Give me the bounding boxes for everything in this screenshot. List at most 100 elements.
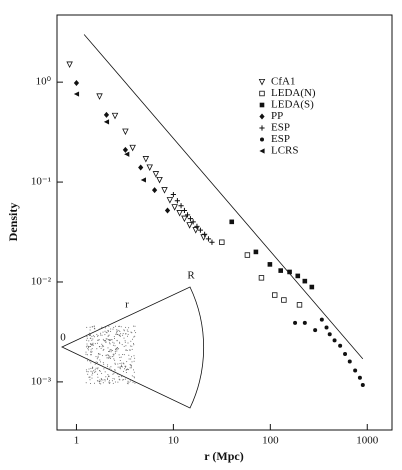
inset-wedge (61, 286, 204, 409)
inset-dot (108, 355, 110, 357)
inset-dot (110, 339, 112, 341)
marker (66, 61, 73, 69)
inset-dot (97, 376, 99, 378)
inset-dot (86, 337, 88, 339)
inset-dot (129, 380, 131, 382)
inset-dot (127, 383, 129, 385)
inset-dot (123, 370, 124, 372)
inset-dot (133, 376, 135, 378)
inset-dot (114, 338, 115, 339)
inset-dot (89, 334, 90, 336)
inset-dot (125, 326, 127, 328)
inset-dot (107, 377, 108, 379)
inset-dot (114, 363, 116, 365)
inset-dot (105, 327, 106, 329)
marker (313, 328, 318, 333)
inset-dot (129, 364, 131, 366)
inset-dot (130, 331, 132, 333)
inset-dot (132, 381, 134, 383)
inset-dot (109, 342, 110, 344)
inset-dot (89, 329, 91, 331)
y-tick-label: 10⁻² (31, 276, 52, 288)
inset-dot (110, 328, 112, 330)
marker (287, 269, 292, 275)
inset-dot (107, 354, 109, 356)
inset-dot (119, 335, 121, 337)
inset-dot (117, 363, 119, 365)
marker (124, 151, 130, 157)
inset-dot (122, 379, 124, 381)
x-tick-label: 10 (168, 435, 180, 447)
inset-dot (107, 374, 109, 376)
inset-dot (108, 368, 110, 370)
legend-label: LEDA(N) (271, 87, 316, 99)
inset-dot (90, 354, 92, 356)
inset-dot (94, 363, 96, 365)
inset-dot (132, 338, 133, 340)
inset-dot (102, 379, 104, 381)
inset-dot (113, 355, 115, 357)
inset-dot (111, 339, 113, 341)
inset-dot (86, 354, 88, 356)
inset-dot (92, 342, 94, 344)
inset-dot (134, 357, 136, 359)
inset-dot (91, 339, 93, 341)
marker (103, 119, 110, 125)
inset-dot (110, 356, 112, 358)
inset-dot (134, 382, 136, 384)
inset-dot (133, 371, 135, 373)
inset-dot (120, 356, 122, 358)
inset-dot (91, 344, 93, 346)
inset-dot (130, 365, 132, 367)
inset-dot (108, 381, 110, 383)
inset-dot (113, 372, 115, 374)
inset-dot (122, 333, 124, 335)
marker (171, 204, 178, 211)
inset-dot (130, 340, 132, 342)
inset-dot (90, 346, 91, 347)
inset-dot (119, 366, 121, 368)
inset-dot (100, 347, 102, 349)
inset-dot (127, 333, 129, 335)
inset-dot (90, 349, 92, 351)
inset-dot (88, 340, 90, 342)
inset-dot (122, 375, 124, 377)
inset-dot (86, 371, 88, 373)
marker (332, 338, 337, 343)
inset-dot (114, 359, 116, 361)
inset-dot (127, 330, 129, 332)
inset-dot (113, 358, 115, 360)
inset-dot (90, 367, 92, 369)
marker (353, 368, 358, 373)
marker (178, 203, 184, 209)
marker (302, 320, 307, 325)
inset-dot (133, 336, 135, 338)
inset-dot (114, 381, 116, 383)
inset-dot (91, 371, 93, 373)
inset-dot (131, 332, 133, 334)
inset-dot (86, 334, 88, 336)
inset-dot (108, 334, 110, 336)
inset-dot (126, 369, 127, 370)
inset-dot (105, 338, 107, 340)
inset-dot (100, 332, 102, 334)
inset-dot (120, 365, 122, 367)
inset-dot (99, 359, 101, 361)
inset-dot (126, 361, 128, 363)
inset-dot (116, 330, 118, 332)
inset-dot (133, 325, 134, 327)
inset-dot (102, 327, 103, 329)
inset-dot (126, 382, 128, 384)
inset-dot (89, 326, 91, 328)
inset-dot (114, 345, 116, 347)
inset-dot (119, 360, 121, 361)
inset-dot (98, 328, 100, 330)
inset-dot (92, 366, 94, 368)
inset-dot (109, 339, 110, 341)
inset-dot (124, 368, 126, 370)
inset-dot (116, 347, 117, 349)
marker (140, 177, 146, 183)
inset-dot (99, 381, 101, 383)
marker (327, 332, 332, 337)
